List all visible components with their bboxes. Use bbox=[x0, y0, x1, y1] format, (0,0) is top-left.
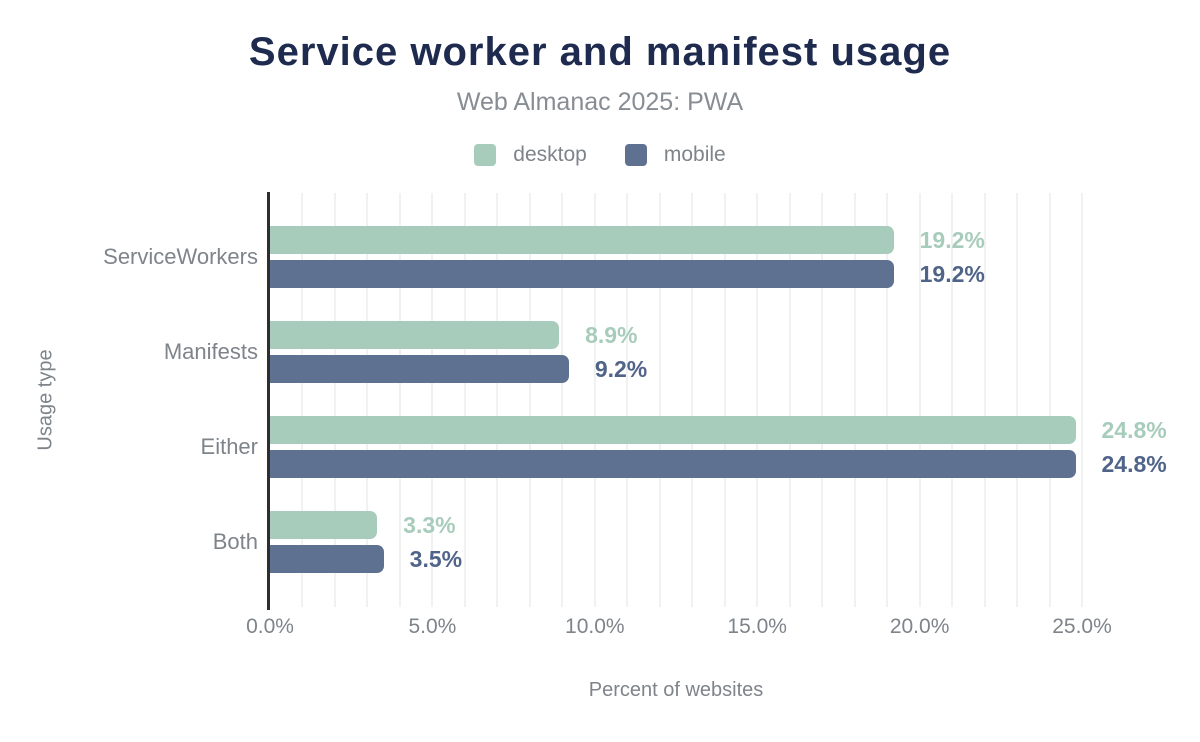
gridline bbox=[918, 193, 921, 607]
value-label-desktop-Manifests: 8.9% bbox=[585, 322, 638, 348]
value-label-mobile-Both: 3.5% bbox=[409, 546, 463, 572]
x-tick-label: 10.0% bbox=[565, 615, 625, 638]
category-label: Both bbox=[212, 529, 258, 554]
category-label: Either bbox=[200, 434, 258, 459]
bar-desktop-Manifests[interactable] bbox=[270, 321, 560, 349]
x-tick-label: 0.0% bbox=[246, 615, 294, 638]
category-label: Manifests bbox=[163, 339, 258, 364]
value-label-desktop-Both: 3.3% bbox=[403, 512, 456, 538]
category-label: ServiceWorkers bbox=[103, 244, 258, 269]
bar-desktop-ServiceWorkers[interactable] bbox=[270, 226, 894, 254]
bar-desktop-Either[interactable] bbox=[270, 416, 1076, 444]
gridline bbox=[658, 193, 661, 607]
gridline bbox=[886, 193, 889, 607]
legend-label-mobile: mobile bbox=[663, 143, 726, 166]
gridline bbox=[333, 193, 336, 607]
x-tick-label: 15.0% bbox=[727, 615, 787, 638]
x-axis-title: Percent of websites bbox=[588, 679, 764, 701]
bar-mobile-ServiceWorkers[interactable] bbox=[270, 260, 894, 288]
legend-swatch-desktop bbox=[474, 144, 497, 166]
gridline bbox=[528, 193, 531, 607]
gridline bbox=[691, 193, 694, 607]
gridline bbox=[301, 193, 304, 607]
chart-title: Service worker and manifest usage bbox=[248, 30, 952, 74]
gridline bbox=[788, 193, 791, 607]
gridline bbox=[593, 193, 596, 607]
gridline bbox=[1016, 193, 1019, 607]
x-tick-label: 20.0% bbox=[889, 615, 950, 638]
gridline bbox=[496, 193, 499, 607]
legend-swatch-mobile bbox=[624, 144, 647, 166]
gridline bbox=[1048, 193, 1051, 607]
y-axis-title: Usage type bbox=[34, 349, 57, 451]
value-label-desktop-Either: 24.8% bbox=[1101, 417, 1167, 443]
gridline bbox=[983, 193, 986, 607]
bar-mobile-Either[interactable] bbox=[270, 450, 1076, 478]
gridline bbox=[951, 193, 954, 607]
value-label-mobile-Manifests: 9.2% bbox=[594, 356, 648, 382]
gridline bbox=[723, 193, 726, 607]
value-label-mobile-ServiceWorkers: 19.2% bbox=[919, 261, 985, 287]
gridline bbox=[821, 193, 824, 607]
gridline bbox=[756, 193, 759, 607]
bar-mobile-Both[interactable] bbox=[270, 545, 384, 573]
value-label-mobile-Either: 24.8% bbox=[1101, 451, 1167, 477]
gridline bbox=[398, 193, 401, 607]
gridline bbox=[853, 193, 856, 607]
legend-item-desktop[interactable]: desktop bbox=[474, 143, 587, 167]
bar-mobile-Manifests[interactable] bbox=[270, 355, 569, 383]
gridline bbox=[366, 193, 369, 607]
gridline bbox=[463, 193, 466, 607]
gridline bbox=[1081, 193, 1083, 607]
legend-item-mobile[interactable]: mobile bbox=[624, 143, 726, 167]
bar-desktop-Both[interactable] bbox=[270, 511, 378, 539]
x-tick-label: 5.0% bbox=[408, 615, 457, 638]
gridline bbox=[561, 193, 564, 607]
y-axis-line bbox=[267, 192, 270, 610]
gridline bbox=[431, 193, 434, 607]
value-label-desktop-ServiceWorkers: 19.2% bbox=[919, 227, 985, 253]
gridline bbox=[626, 193, 629, 607]
legend-label-desktop: desktop bbox=[513, 143, 587, 166]
plot-area: 0.0% 5.0% 10.0% 15.0% 20.0% 25.0% ServiceWorke… bbox=[103, 192, 1167, 638]
legend: desktop mobile bbox=[0, 143, 1200, 167]
x-tick-label: 25.0% bbox=[1052, 615, 1112, 638]
chart-subtitle: Web Almanac 2025: PWA bbox=[456, 88, 744, 116]
